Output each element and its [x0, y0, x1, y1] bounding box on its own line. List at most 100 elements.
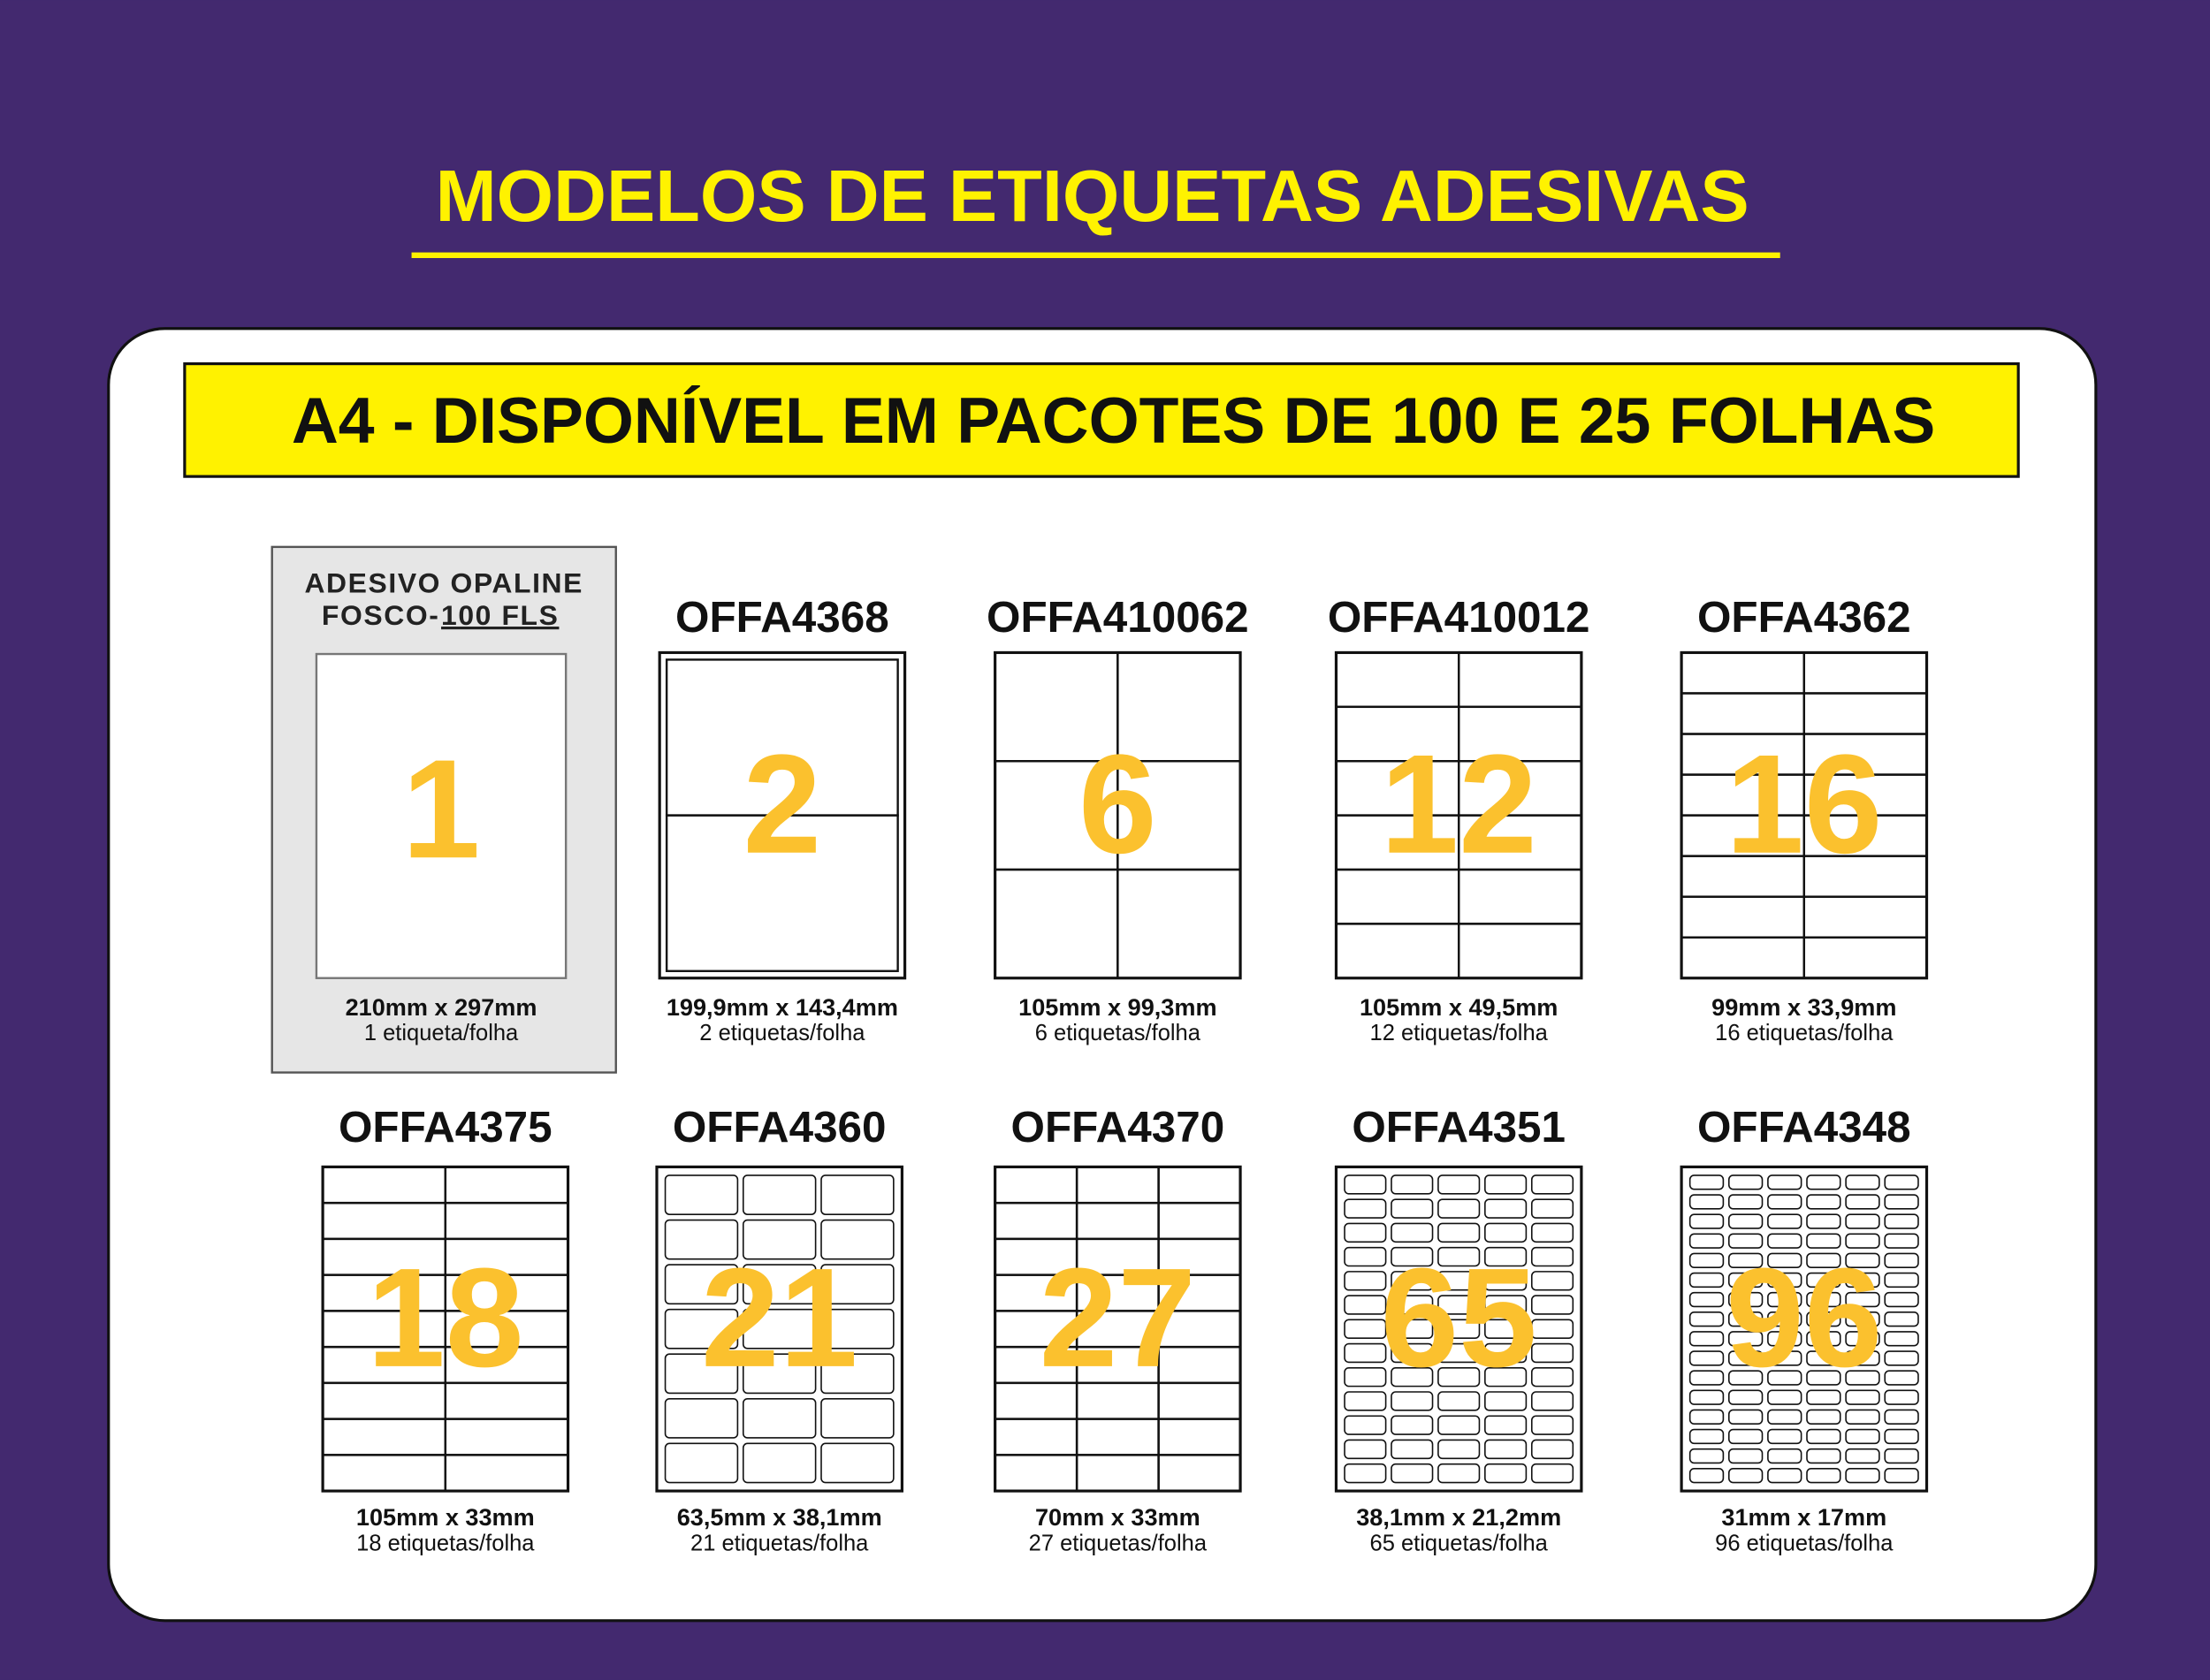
label-cell: [1767, 1409, 1802, 1425]
label-cell: [1845, 1448, 1880, 1464]
label-cell: [1884, 1311, 1919, 1327]
label-cell: [1530, 1463, 1574, 1484]
labels-per-sheet: 1 etiqueta/folha: [364, 1021, 519, 1045]
labels-per-sheet: 96 etiquetas/folha: [1715, 1531, 1894, 1555]
label-cell: [820, 1219, 895, 1260]
label-cell: [444, 1454, 569, 1493]
label-count: 6: [1078, 726, 1157, 883]
label-cell: [1116, 868, 1242, 979]
label-cell: [820, 1174, 895, 1215]
label-cell: [1806, 1467, 1841, 1484]
label-cell: [1391, 1415, 1434, 1435]
label-size: 31mm x 17mm: [1721, 1503, 1886, 1531]
label-cell: [1806, 1291, 1841, 1308]
label-cell: [1484, 1271, 1528, 1291]
label-cell: [1845, 1467, 1880, 1484]
label-cell: [664, 1264, 739, 1305]
label-cell: [1344, 1366, 1387, 1387]
model-code: OFFA410012: [1328, 593, 1590, 642]
label-cell: [1437, 1198, 1481, 1219]
label-cell: [1884, 1389, 1919, 1405]
label-cell: [1845, 1291, 1880, 1308]
label-cell: [1727, 1389, 1764, 1405]
sheet: [655, 1165, 904, 1493]
label-cell: [1806, 1272, 1841, 1289]
label-count: 1: [402, 730, 481, 887]
label-cell: [1845, 1252, 1880, 1268]
label-count: 96: [1726, 1239, 1882, 1396]
label-cell: [664, 1219, 739, 1260]
label-cell: [1806, 1350, 1841, 1366]
label-size: 38,1mm x 21,2mm: [1356, 1503, 1561, 1531]
label-cell: [1530, 1295, 1574, 1315]
label-cell: [1530, 1415, 1574, 1435]
label-cell: [1845, 1331, 1880, 1347]
label-cell: [1391, 1366, 1434, 1387]
label-cell: [1845, 1233, 1880, 1249]
label-cell: [1457, 923, 1583, 979]
label-cell: [1484, 1319, 1528, 1339]
label-cell: [1806, 1311, 1841, 1327]
model-code: OFFA410062: [987, 593, 1249, 642]
label-cell: [742, 1353, 817, 1395]
label-size: 70mm x 33mm: [1035, 1503, 1200, 1531]
label-cell: [1767, 1370, 1802, 1386]
label-cell: [1530, 1198, 1574, 1219]
label-cell: [1767, 1194, 1802, 1210]
label-cell: [1437, 1415, 1481, 1435]
label-cell: [1767, 1448, 1802, 1464]
label-cell: [1437, 1295, 1481, 1315]
label-cell: [1344, 1246, 1387, 1267]
label-cell: [1727, 1311, 1764, 1327]
label-cell: [1344, 1198, 1387, 1219]
label-cell: [1806, 1448, 1841, 1464]
label-cell: [1391, 1295, 1434, 1315]
label-cell: [1530, 1174, 1574, 1195]
label-cell: [1806, 1331, 1841, 1347]
label-cell: [1484, 1342, 1528, 1364]
label-cell: [1484, 1366, 1528, 1387]
label-cell: [820, 1308, 895, 1349]
label-cell: [1884, 1252, 1919, 1268]
label-cell: [1767, 1350, 1802, 1366]
label-cell: [1530, 1342, 1574, 1364]
label-size: 63,5mm x 38,1mm: [677, 1503, 882, 1531]
label-cell: [1884, 1448, 1919, 1464]
label-cell: [1884, 1370, 1919, 1386]
sheet: [1680, 1165, 1929, 1493]
label-cell: [1344, 1174, 1387, 1195]
label-cell: [1845, 1272, 1880, 1289]
label-cell: [1688, 1409, 1725, 1425]
label-cell: [1767, 1467, 1802, 1484]
label-cell: [1484, 1174, 1528, 1195]
label-cell: [1806, 1389, 1841, 1405]
label-cell: [1767, 1252, 1802, 1268]
label-cell: [1688, 1331, 1725, 1347]
banner: [183, 362, 2020, 478]
label-cell: [1437, 1174, 1481, 1195]
label-count: 12: [1381, 726, 1537, 883]
label-cell: [1484, 1439, 1528, 1460]
model-code: OFFA4348: [1697, 1103, 1911, 1152]
label-cell: [1391, 1198, 1434, 1219]
label-cell: [1767, 1291, 1802, 1308]
label-cell: [1530, 1391, 1574, 1411]
label-cell: [1484, 1198, 1528, 1219]
label-count: 21: [701, 1239, 857, 1396]
label-cell: [1344, 1319, 1387, 1339]
label-size: 99mm x 33,9mm: [1711, 993, 1896, 1021]
label-cell: [664, 1353, 739, 1395]
label-cell: [1884, 1291, 1919, 1308]
label-cell: [1806, 1252, 1841, 1268]
label-cell: [1530, 1366, 1574, 1387]
label-cell: [1344, 1342, 1387, 1364]
label-cell: [1802, 936, 1928, 979]
label-cell: [1884, 1467, 1919, 1484]
model-code: OFFA4370: [1011, 1103, 1225, 1152]
label-cell: [1344, 1271, 1387, 1291]
label-cell: [1806, 1194, 1841, 1210]
model-code: OFFA4375: [339, 1103, 552, 1152]
model-code: OFFA4351: [1352, 1103, 1566, 1152]
label-cell: [1437, 1246, 1481, 1267]
label-cell: [1344, 1439, 1387, 1460]
